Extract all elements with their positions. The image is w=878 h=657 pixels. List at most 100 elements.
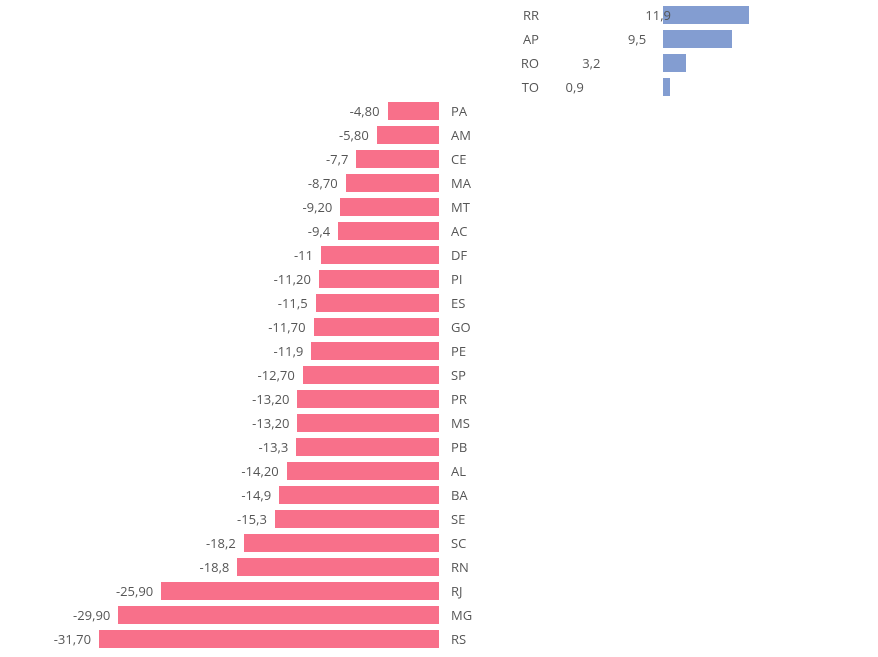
category-label: SE [451, 510, 465, 528]
value-label: -11,9 [274, 342, 304, 360]
chart-row: PB -13,3 [0, 438, 878, 456]
bar [287, 462, 439, 480]
bar [311, 342, 439, 360]
value-label: -14,9 [241, 486, 271, 504]
category-label: PE [451, 342, 466, 360]
chart-row: DF -11 [0, 246, 878, 264]
chart-row: RR 11,9 [0, 6, 878, 24]
value-label: 9,5 [628, 30, 646, 48]
value-label: -31,70 [54, 630, 91, 648]
chart-row: AL -14,20 [0, 462, 878, 480]
bar [237, 558, 439, 576]
value-label: -13,3 [259, 438, 289, 456]
chart-row: MS -13,20 [0, 414, 878, 432]
category-label: SC [451, 534, 466, 552]
value-label: -29,90 [73, 606, 110, 624]
chart-row: MG -29,90 [0, 606, 878, 624]
value-label: -18,2 [206, 534, 236, 552]
value-label: -11,20 [274, 270, 311, 288]
category-label: ES [451, 294, 465, 312]
chart-row: AP 9,5 [0, 30, 878, 48]
category-label: AL [451, 462, 466, 480]
bar [377, 126, 439, 144]
category-label: MA [451, 174, 471, 192]
category-label: GO [451, 318, 471, 336]
chart-row: PA -4,80 [0, 102, 878, 120]
bar [663, 78, 670, 96]
chart-row: AM -5,80 [0, 126, 878, 144]
category-label: CE [451, 150, 466, 168]
category-label: AP [523, 30, 539, 48]
chart-row: RN -18,8 [0, 558, 878, 576]
chart-row: MA-8,70 [0, 174, 878, 192]
bar [663, 54, 686, 72]
value-label: -9,20 [302, 198, 332, 216]
category-label: PB [451, 438, 467, 456]
category-label: RS [451, 630, 466, 648]
category-label: RO [521, 54, 539, 72]
bar [663, 6, 749, 24]
value-label: -14,20 [241, 462, 278, 480]
bar [314, 318, 439, 336]
bar [340, 198, 439, 216]
bar [316, 294, 439, 312]
category-label: PI [451, 270, 462, 288]
chart-row: RJ -25,90 [0, 582, 878, 600]
bar [663, 30, 732, 48]
chart-row: PE -11,9 [0, 342, 878, 360]
chart-row: RS -31,70 [0, 630, 878, 648]
value-label: -11,5 [278, 294, 308, 312]
chart-row: PI -11,20 [0, 270, 878, 288]
category-label: RJ [451, 582, 463, 600]
bar [161, 582, 439, 600]
category-label: TO [522, 78, 539, 96]
value-label: -13,20 [252, 390, 289, 408]
bar [118, 606, 439, 624]
category-label: DF [451, 246, 467, 264]
chart-row: SP -12,70 [0, 366, 878, 384]
category-label: RN [451, 558, 469, 576]
bar [338, 222, 439, 240]
value-label: -9,4 [308, 222, 330, 240]
value-label: -12,70 [258, 366, 295, 384]
value-label: -11,70 [268, 318, 305, 336]
bar [297, 390, 439, 408]
bar [296, 438, 439, 456]
category-label: PA [451, 102, 467, 120]
bar [297, 414, 439, 432]
value-label: -7,7 [326, 150, 348, 168]
value-label: -18,8 [200, 558, 230, 576]
bar [244, 534, 439, 552]
bar [321, 246, 439, 264]
chart-row: SC -18,2 [0, 534, 878, 552]
value-label: -5,80 [339, 126, 369, 144]
bar [303, 366, 439, 384]
value-label: -15,3 [237, 510, 267, 528]
value-label: -11 [294, 246, 313, 264]
bar [279, 486, 439, 504]
value-label: 11,9 [645, 6, 671, 24]
chart-row: MT -9,20 [0, 198, 878, 216]
category-label: MS [451, 414, 470, 432]
value-label: -25,90 [116, 582, 153, 600]
chart-row: BA -14,9 [0, 486, 878, 504]
bar [319, 270, 439, 288]
category-label: SP [451, 366, 466, 384]
chart-row: SE -15,3 [0, 510, 878, 528]
value-label: -13,20 [252, 414, 289, 432]
category-label: MG [451, 606, 472, 624]
category-label: AM [451, 126, 471, 144]
category-label: RR [523, 6, 539, 24]
bar [275, 510, 439, 528]
value-label: 3,2 [582, 54, 600, 72]
category-label: BA [451, 486, 468, 504]
category-label: PR [451, 390, 467, 408]
chart-row: AC-9,4 [0, 222, 878, 240]
diverging-bar-chart: RR 11,9 AP 9,5 RO 3,2 TO 0,9 PA -4,80 AM -5,80 CE -7,… [0, 0, 878, 657]
chart-row: RO 3,2 [0, 54, 878, 72]
value-label: 0,9 [566, 78, 584, 96]
category-label: MT [451, 198, 470, 216]
value-label: -4,80 [350, 102, 380, 120]
bar [356, 150, 439, 168]
bar [388, 102, 439, 120]
